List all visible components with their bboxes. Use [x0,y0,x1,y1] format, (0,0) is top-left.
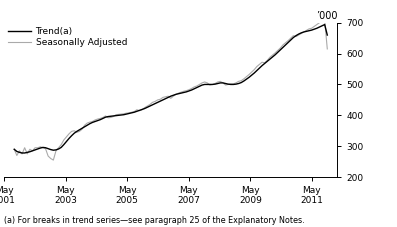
Text: (a) For breaks in trend series—see paragraph 25 of the Explanatory Notes.: (a) For breaks in trend series—see parag… [4,216,304,225]
Text: ’000: ’000 [316,11,337,21]
Legend: Trend(a), Seasonally Adjusted: Trend(a), Seasonally Adjusted [8,27,127,47]
